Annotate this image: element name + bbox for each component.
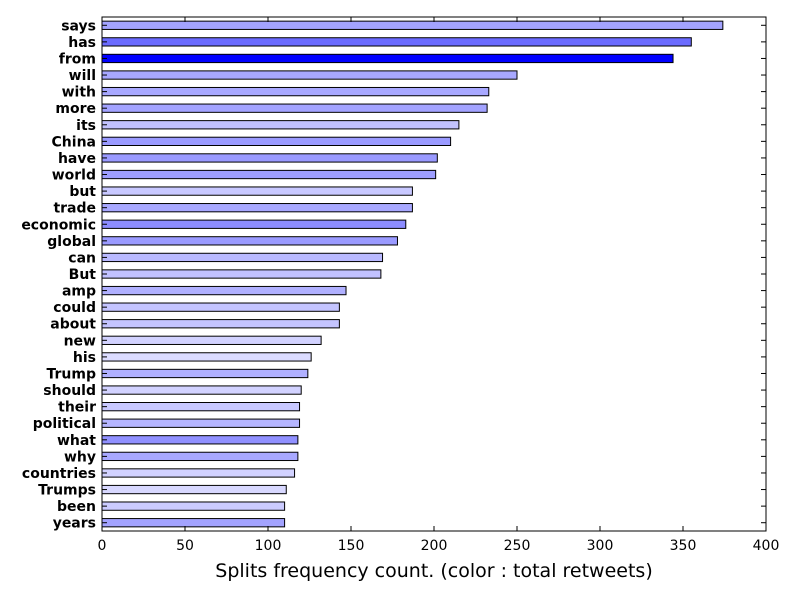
y-tick-label: their [58, 400, 96, 416]
y-tick-label: global [47, 234, 96, 250]
y-tick-label: Trumps [38, 483, 96, 499]
x-axis-label: Splits frequency count. (color : total r… [215, 560, 652, 582]
y-tick-label: trade [53, 201, 96, 217]
bar-years [101, 518, 286, 528]
y-tick-label: from [59, 51, 96, 67]
x-tick-label: 350 [670, 538, 697, 554]
bar-its [101, 120, 460, 130]
y-tick-label: about [50, 317, 96, 333]
bar-been [101, 501, 286, 511]
x-tick-label: 100 [255, 538, 282, 554]
bar-more [101, 103, 488, 113]
bar-what [101, 435, 299, 445]
bar-will [101, 70, 518, 80]
bar-their [101, 402, 301, 412]
bar-countries [101, 468, 296, 478]
y-tick-label: Trump [47, 366, 97, 382]
y-tick-label: amp [62, 284, 96, 300]
y-tick-label: new [64, 333, 96, 349]
y-tick-label: have [58, 151, 96, 167]
bar-have [101, 153, 438, 163]
bar-could [101, 302, 340, 312]
y-tick-label: can [68, 250, 96, 266]
bar-amp [101, 285, 347, 296]
bar-can [101, 252, 384, 263]
y-tick-label: But [69, 267, 97, 283]
bar-trumps [101, 484, 287, 495]
y-tick-label: China [52, 134, 96, 150]
x-tick-label: 150 [338, 538, 365, 554]
y-tick-label: years [53, 516, 96, 532]
y-tick-label: will [69, 68, 96, 84]
y-tick-label: could [53, 300, 96, 316]
y-tick-label: with [62, 85, 96, 101]
x-tick-label: 0 [98, 538, 107, 554]
y-tick-label: why [64, 449, 96, 465]
y-tick-label: has [68, 35, 96, 51]
bar-trump [101, 368, 309, 379]
x-tick-label: 250 [504, 538, 531, 554]
bar-from [101, 53, 674, 64]
bar-should [101, 385, 302, 395]
y-tick-label: its [76, 118, 96, 134]
y-tick-label: economic [21, 217, 96, 233]
x-tick-label: 400 [753, 538, 780, 554]
x-tick-label: 300 [587, 538, 614, 554]
y-tick-label: more [55, 101, 96, 117]
y-tick-label: political [33, 416, 96, 432]
bar-but [101, 269, 382, 279]
y-axis-ticks: sayshasfromwillwithmoreitsChinahaveworld… [21, 18, 766, 532]
bars-group [101, 20, 724, 528]
bar-has [101, 37, 692, 47]
bar-says [101, 20, 724, 30]
bar-why [101, 451, 299, 462]
bar-but [101, 186, 413, 196]
bar-world [101, 169, 437, 180]
y-tick-label: what [57, 433, 96, 449]
bar-his [101, 352, 312, 362]
y-tick-label: countries [22, 466, 96, 482]
x-tick-label: 50 [176, 538, 194, 554]
plot-frame [101, 16, 767, 532]
bar-about [101, 319, 340, 329]
y-tick-label: world [52, 168, 96, 184]
y-tick-label: been [57, 499, 96, 515]
bar-china [101, 136, 452, 146]
x-tick-label: 200 [421, 538, 448, 554]
bar-trade [101, 203, 413, 213]
y-tick-label: his [73, 350, 96, 366]
bar-economic [101, 219, 407, 229]
bar-global [101, 236, 398, 246]
y-tick-label: should [43, 383, 96, 399]
y-tick-label: says [61, 18, 96, 34]
x-axis-ticks: 0 50 100 150 200 250 300 350 400 [98, 17, 780, 554]
bar-political [101, 418, 301, 428]
bar-with [101, 86, 490, 97]
bar-new [101, 335, 322, 345]
y-tick-label: but [69, 184, 96, 200]
